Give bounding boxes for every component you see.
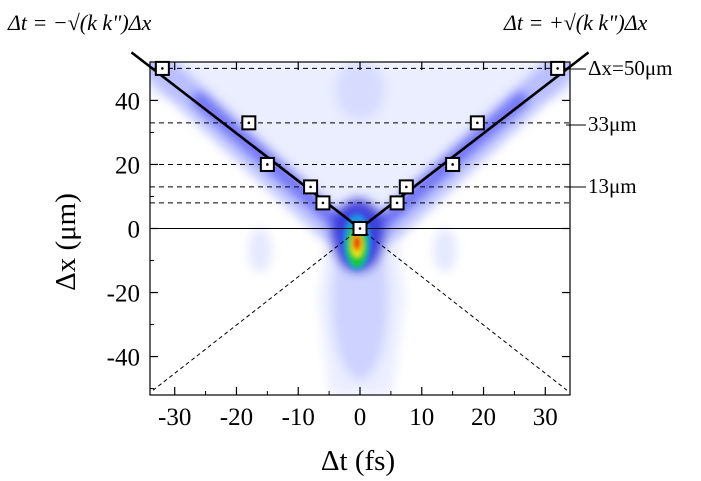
data-point-center-6 — [395, 201, 399, 205]
x-tick-label: -30 — [158, 404, 191, 431]
y-tick-label: 20 — [115, 152, 140, 179]
data-point-center-4 — [321, 201, 325, 205]
y-tick-label: -40 — [107, 345, 140, 372]
y-axis-label: Δx (μm) — [50, 193, 82, 291]
annotation-13um: 13μm — [588, 174, 637, 198]
data-point-center-10 — [556, 67, 559, 70]
annotation-50um: Δx=50μm — [588, 56, 672, 80]
x-tick-label: -20 — [220, 404, 253, 431]
data-point-center-7 — [405, 185, 408, 189]
diagonal-dashed-0 — [152, 228, 361, 391]
heatmap-top-haze — [335, 62, 385, 120]
x-tick-label: 10 — [409, 404, 434, 431]
annotation-33um: 33μm — [588, 112, 637, 136]
y-tick-label: 40 — [115, 88, 140, 115]
data-point-center-9 — [476, 121, 479, 125]
x-tick-label: -10 — [282, 404, 315, 431]
x-tick-label: 30 — [533, 404, 558, 431]
diagonal-dashed-1 — [359, 228, 568, 391]
x-tick-label: 0 — [354, 404, 367, 431]
formula-left: Δt = −√(k k")Δx — [7, 10, 152, 35]
y-tick-label: 0 — [128, 217, 141, 244]
heatmap-center-red — [353, 235, 361, 251]
data-point-center-0 — [161, 67, 164, 70]
formula-right: Δt = +√(k k")Δx — [503, 10, 648, 35]
x-axis-label: Δt (fs) — [321, 445, 395, 477]
data-point-center-2 — [266, 163, 269, 166]
heatmap-lobe-left — [248, 228, 272, 272]
data-point-center-5 — [358, 227, 362, 230]
y-axis: -40 -20 0 20 40 — [107, 67, 570, 390]
data-point-center-3 — [309, 185, 312, 189]
y-tick-label: -20 — [107, 281, 140, 308]
x-axis: -30 -20 -10 0 10 20 30 — [158, 62, 558, 431]
x-tick-label: 20 — [471, 404, 496, 431]
heatmap-lobe-right — [433, 228, 457, 272]
data-point-center-1 — [247, 121, 251, 125]
data-point-center-8 — [451, 163, 454, 166]
data-points — [154, 60, 566, 236]
